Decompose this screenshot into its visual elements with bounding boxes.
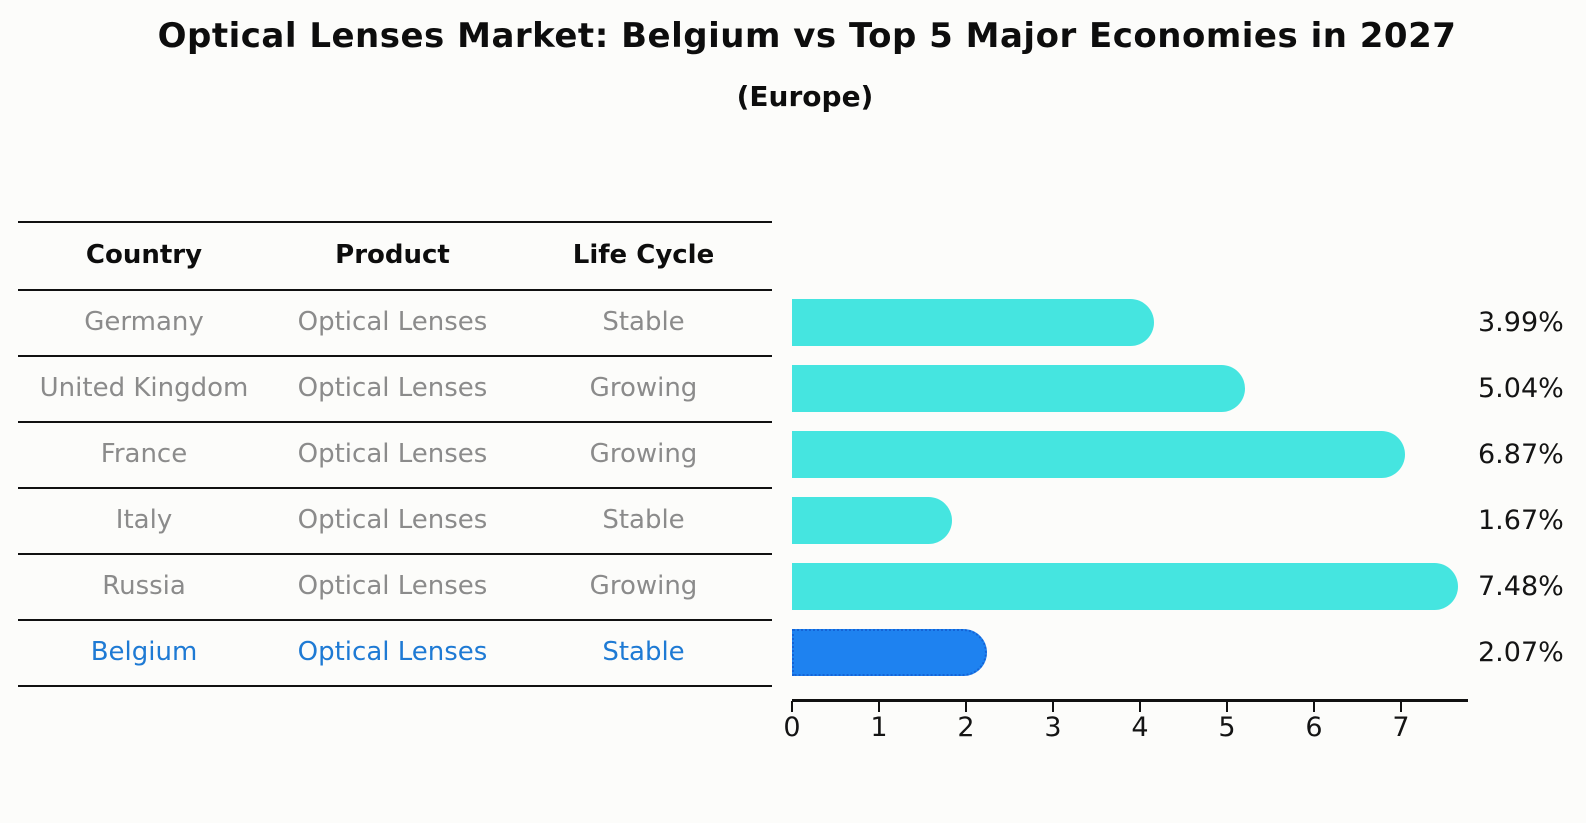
table-cell-country: Russia <box>102 571 186 601</box>
table-rule <box>18 289 772 291</box>
table-cell-life-cycle: Growing <box>589 373 698 403</box>
value-label: 7.48% <box>1478 570 1564 602</box>
table-header-country: Country <box>85 240 203 270</box>
x-axis-line <box>792 699 1468 702</box>
x-axis-tick <box>1052 701 1054 712</box>
table-cell-life-cycle: Stable <box>602 505 685 535</box>
table-cell-life-cycle: Stable <box>602 307 685 337</box>
x-axis-tick-label: 1 <box>870 712 888 743</box>
table-cell-product: Optical Lenses <box>297 307 488 337</box>
table-row: Germany Optical Lenses Stable <box>18 289 772 355</box>
chart-subtitle: (Europe) <box>736 80 874 113</box>
table-row: France Optical Lenses Growing <box>18 421 772 487</box>
table-row: Belgium Optical Lenses Stable <box>18 619 772 685</box>
table-cell-life-cycle: Growing <box>589 571 698 601</box>
x-axis-tick-label: 7 <box>1392 712 1410 743</box>
bar-germany <box>792 299 1154 346</box>
table-rule <box>18 221 772 223</box>
table-rule <box>18 553 772 555</box>
table-cell-country: Belgium <box>90 637 198 667</box>
value-label: 2.07% <box>1478 636 1564 668</box>
x-axis-tick-label: 3 <box>1044 712 1062 743</box>
bar-france <box>792 431 1405 478</box>
value-label: 1.67% <box>1478 504 1564 536</box>
value-label: 6.87% <box>1478 438 1564 470</box>
x-axis-tick <box>1226 701 1228 712</box>
table-cell-life-cycle: Growing <box>589 439 698 469</box>
bar-italy <box>792 497 952 544</box>
x-axis-tick-label: 4 <box>1131 712 1149 743</box>
table-cell-product: Optical Lenses <box>297 637 488 667</box>
value-label: 5.04% <box>1478 372 1564 404</box>
x-axis-tick <box>1139 701 1141 712</box>
x-axis-tick <box>1400 701 1402 712</box>
table-header-product: Product <box>335 240 450 270</box>
chart-title: Optical Lenses Market: Belgium vs Top 5 … <box>157 16 1457 56</box>
table-rule <box>18 421 772 423</box>
table-cell-product: Optical Lenses <box>297 505 488 535</box>
value-label: 3.99% <box>1478 306 1564 338</box>
table-cell-country: United Kingdom <box>39 373 249 403</box>
x-axis-tick-label: 5 <box>1218 712 1236 743</box>
table-cell-country: Italy <box>115 505 173 535</box>
table-header-row: Country Product Life Cycle <box>18 221 772 289</box>
table-cell-product: Optical Lenses <box>297 439 488 469</box>
x-axis-tick <box>1313 701 1315 712</box>
x-axis-tick <box>791 701 793 712</box>
table-cell-country: Germany <box>84 307 204 337</box>
table-row: United Kingdom Optical Lenses Growing <box>18 355 772 421</box>
x-axis-tick-label: 6 <box>1305 712 1323 743</box>
bar-united-kingdom <box>792 365 1245 412</box>
x-axis-tick <box>965 701 967 712</box>
x-axis-tick-label: 2 <box>957 712 975 743</box>
table-rule <box>18 619 772 621</box>
table-rule <box>18 685 772 687</box>
bar-belgium <box>792 629 987 676</box>
table-rule <box>18 487 772 489</box>
table-header-life-cycle: Life Cycle <box>572 240 715 270</box>
x-axis-tick-label: 0 <box>783 712 801 743</box>
table-cell-life-cycle: Stable <box>602 637 685 667</box>
x-axis-tick <box>878 701 880 712</box>
table-cell-product: Optical Lenses <box>297 373 488 403</box>
table-row: Russia Optical Lenses Growing <box>18 553 772 619</box>
table-row: Italy Optical Lenses Stable <box>18 487 772 553</box>
table-rule <box>18 355 772 357</box>
table-cell-country: France <box>100 439 188 469</box>
table-cell-product: Optical Lenses <box>297 571 488 601</box>
bar-russia <box>792 563 1458 610</box>
